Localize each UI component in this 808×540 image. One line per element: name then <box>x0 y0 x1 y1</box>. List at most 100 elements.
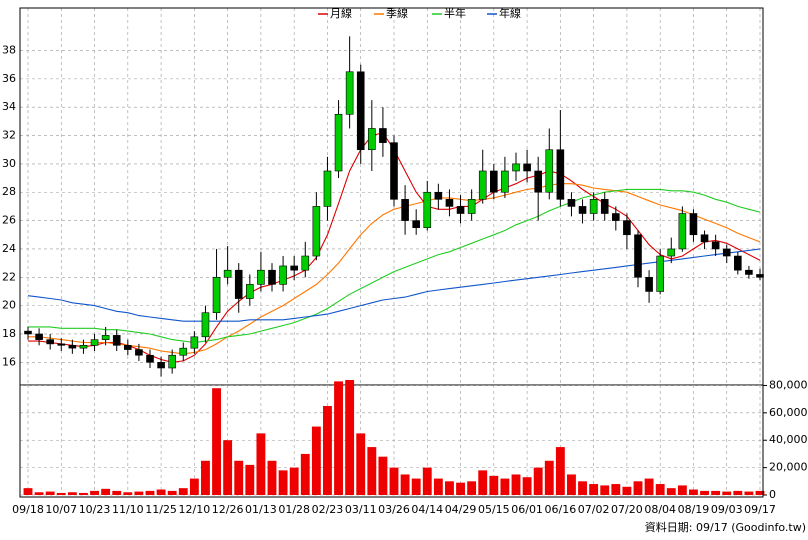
volume-bar <box>411 478 421 495</box>
volume-bar <box>755 490 765 495</box>
volume-bar <box>134 491 144 495</box>
volume-bar <box>167 490 177 495</box>
candle-body <box>434 191 443 200</box>
y-tick-label: 18 <box>2 327 16 340</box>
volume-bar <box>34 492 44 495</box>
y-tick-label: 34 <box>2 100 16 113</box>
candle-body <box>79 345 88 349</box>
candle-body <box>756 274 764 278</box>
candle-body <box>678 213 687 250</box>
x-tick-label: 06/16 <box>545 503 577 516</box>
candle-body <box>700 234 709 243</box>
y-tick-label: 30 <box>2 157 16 170</box>
candle-body <box>334 113 343 172</box>
x-tick-label: 06/01 <box>511 503 543 516</box>
y-tick-label: 28 <box>2 185 16 198</box>
x-tick-label: 11/10 <box>112 503 144 516</box>
volume-bar <box>311 426 321 495</box>
candle-body <box>368 128 376 151</box>
candle-body <box>234 269 243 299</box>
volume-bar <box>201 460 210 495</box>
y-tick-label: 26 <box>2 214 16 227</box>
candle-body <box>423 191 432 228</box>
volume-bar <box>422 467 432 495</box>
volume-bar <box>289 467 299 495</box>
candle-body <box>379 128 387 143</box>
x-tick-label: 09/03 <box>711 503 743 516</box>
y-tick-label: 24 <box>2 242 16 255</box>
candle-body <box>656 255 664 292</box>
candle-body <box>124 345 132 350</box>
legend-label: 季線 <box>386 6 408 20</box>
x-tick-label: 12/26 <box>212 503 244 516</box>
candle-body <box>101 335 110 340</box>
candle-body <box>179 347 188 356</box>
candle-body <box>268 269 276 285</box>
candle-body <box>323 170 332 207</box>
y2-tick-label: 80,000 <box>769 378 808 391</box>
candle-body <box>589 199 598 214</box>
volume-bar <box>478 470 488 495</box>
volume-bar <box>67 492 77 495</box>
candle-body <box>301 255 310 271</box>
x-tick-label: 01/28 <box>278 503 310 516</box>
y-tick-label: 38 <box>2 44 16 57</box>
legend-label: 半年 <box>444 6 466 20</box>
legend-label: 年線 <box>499 6 521 20</box>
y-tick-label: 32 <box>2 129 16 142</box>
candle-body <box>634 234 642 278</box>
volume-bar <box>156 489 166 495</box>
volume-bar <box>456 482 465 495</box>
volume-bar <box>722 491 732 495</box>
volume-bar <box>300 453 310 495</box>
volume-bar <box>555 447 565 495</box>
volume-bar <box>733 490 743 495</box>
volume-bar <box>56 492 66 495</box>
volume-bar <box>45 491 55 495</box>
volume-bar <box>101 488 111 495</box>
candle-body <box>190 336 199 349</box>
candle-body <box>711 241 720 250</box>
candle-body <box>578 206 587 214</box>
volume-bar <box>655 484 665 495</box>
volume-bar <box>600 485 610 495</box>
candle-body <box>600 199 609 214</box>
volume-bar <box>145 490 155 495</box>
candle-body <box>623 220 631 236</box>
volume-bar <box>445 481 454 495</box>
candle-body <box>146 354 154 363</box>
volume-bar <box>189 478 199 495</box>
x-tick-label: 09/17 <box>744 503 776 516</box>
volume-bar <box>400 474 410 495</box>
candle-body <box>24 330 32 335</box>
candle-body <box>90 339 99 346</box>
x-tick-label: 11/25 <box>145 503 177 516</box>
candle-body <box>246 284 254 299</box>
candle-body <box>523 163 531 172</box>
plot-frame <box>19 7 764 498</box>
candle-body <box>734 255 742 271</box>
x-tick-label: 05/15 <box>478 503 510 516</box>
volume-bar <box>589 484 599 495</box>
volume-bar <box>433 478 443 495</box>
volume-bar <box>689 489 698 495</box>
volume-bar <box>522 477 532 495</box>
x-tick-label: 08/19 <box>678 503 710 516</box>
candle-body <box>157 362 165 369</box>
volume-bar <box>234 460 244 495</box>
candle-body <box>467 199 476 214</box>
candle-body <box>312 206 321 257</box>
candle-body <box>390 142 398 200</box>
volume-bar <box>267 460 277 495</box>
volume-bar <box>567 474 576 495</box>
candle-body <box>556 149 565 200</box>
volume-bar <box>323 406 332 495</box>
x-tick-label: 10/07 <box>45 503 77 516</box>
volume-bar <box>677 485 687 495</box>
candle-body <box>401 199 409 221</box>
y2-tick-label: 60,000 <box>769 406 808 419</box>
candle-body <box>490 170 498 193</box>
candle-body <box>567 199 576 207</box>
candle-body <box>57 343 66 346</box>
